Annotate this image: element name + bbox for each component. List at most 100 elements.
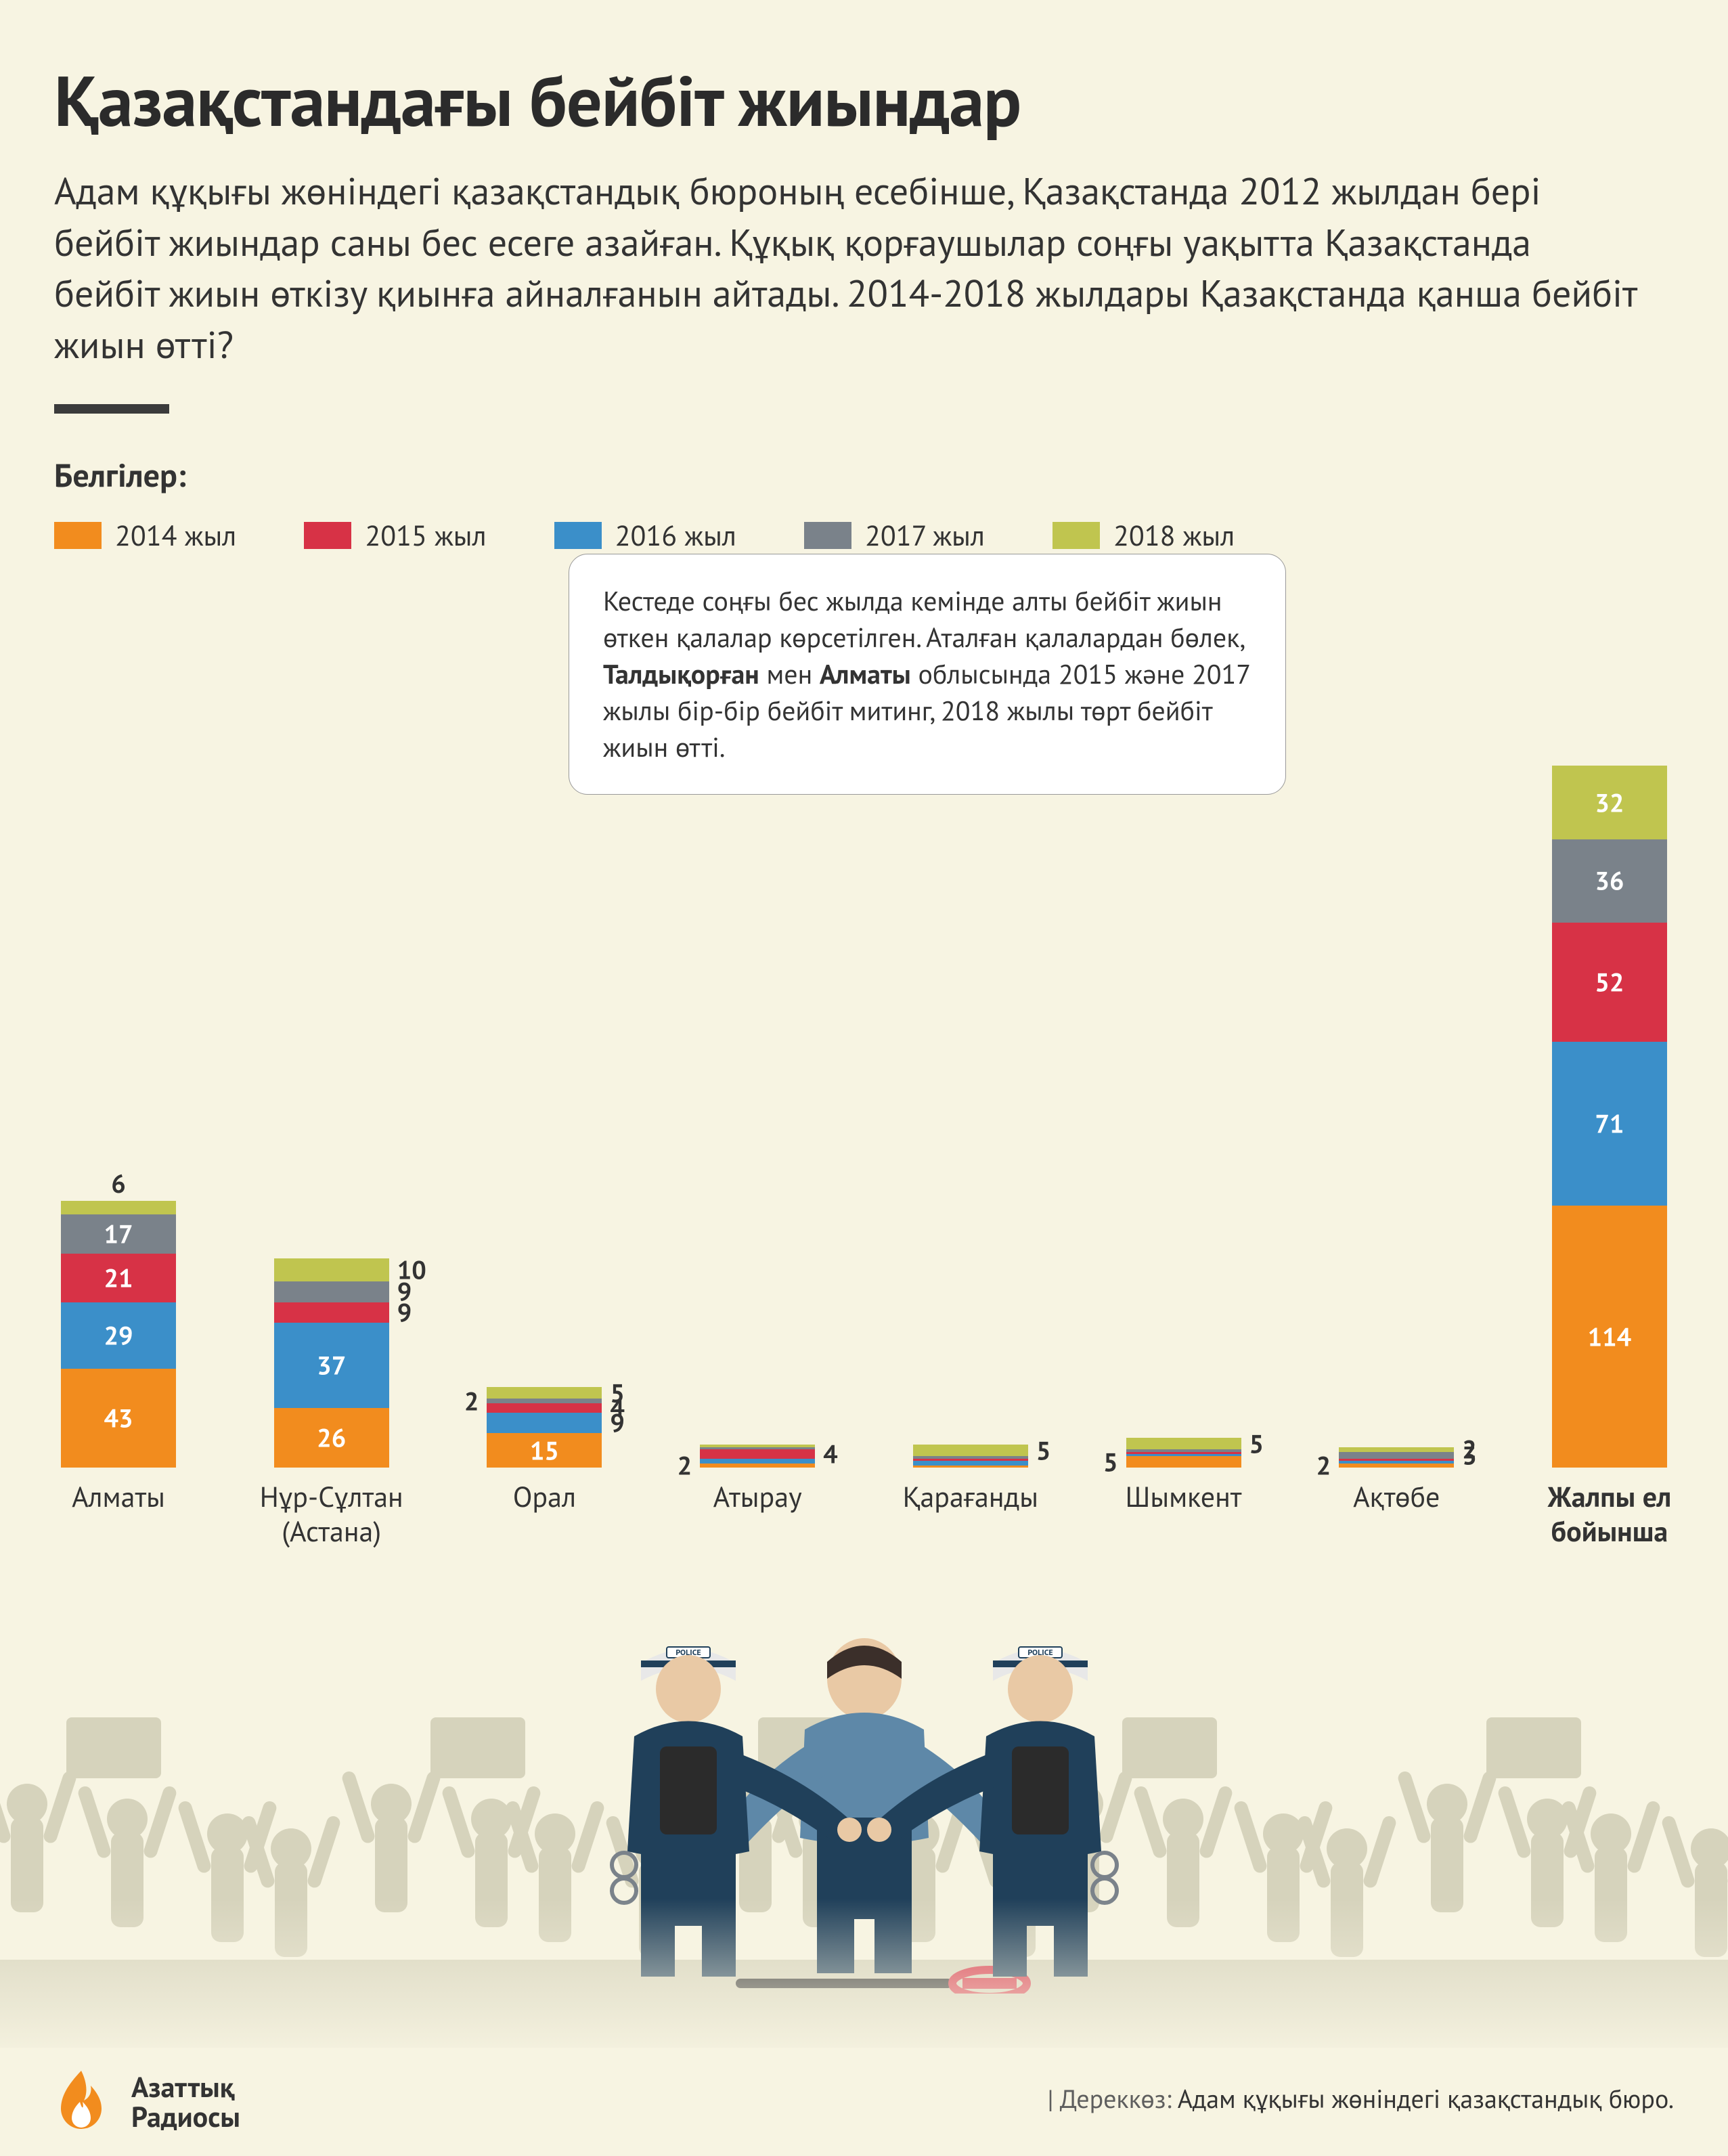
city-column: 159425Орал [487, 1387, 602, 1468]
segment-value: 71 [1552, 1107, 1667, 1141]
segment-value: 36 [1552, 864, 1667, 898]
city-column: 5Қарағанды [913, 1445, 1028, 1468]
city-label: Орал [449, 1480, 639, 1514]
legend-title: Белгілер: [54, 454, 1674, 496]
bar-stack: 24 [700, 1445, 815, 1468]
segment-value: 43 [61, 1402, 176, 1435]
page-subtitle: Адам құқығы жөніндегі қазақстандық бюрон… [54, 166, 1645, 370]
legend-item: 2014 жыл [54, 516, 236, 554]
bar-segment: 9 [274, 1302, 389, 1323]
bar-segment: 5 [487, 1387, 602, 1399]
legend-label: 2016 жыл [615, 516, 736, 554]
city-label: Алматы [24, 1480, 213, 1514]
source-line: | Дереккөз: Адам құқығы жөніндегі қазақс… [1048, 2082, 1674, 2115]
bar-stack: 232 [1339, 1447, 1454, 1468]
bar-segment: 5 [1126, 1438, 1241, 1449]
segment-value: 5 [1028, 1434, 1051, 1467]
bar-segment: 52 [1552, 923, 1667, 1042]
city-column: 55Шымкент [1126, 1438, 1241, 1468]
chart-area: Кестеде соңғы бес жылда кемінде алты бей… [54, 689, 1674, 1569]
city-column: 26379910Нұр-Сұлтан(Астана) [274, 1258, 389, 1468]
segment-value: 5 [602, 1376, 625, 1409]
bar-segment: 6 [61, 1201, 176, 1214]
segment-value: 2 [678, 1449, 701, 1482]
bar-segment [700, 1447, 815, 1449]
segment-value: 2 [1454, 1433, 1477, 1466]
bar-segment: 43 [61, 1369, 176, 1468]
bar-segment: 36 [1552, 839, 1667, 922]
legend-item: 2018 жыл [1053, 516, 1235, 554]
bar-segment: 114 [1552, 1206, 1667, 1468]
bar-segment: 4 [700, 1449, 815, 1459]
city-label: Ақтөбе [1302, 1480, 1491, 1514]
bar-segment: 37 [274, 1323, 389, 1408]
divider [54, 404, 169, 414]
bar-segment [913, 1459, 1028, 1461]
legend-swatch [554, 522, 602, 549]
bar-segment: 2 [700, 1464, 815, 1468]
bar-segment: 9 [274, 1281, 389, 1302]
bar-segment [1126, 1454, 1241, 1456]
bar-segment: 2 [487, 1399, 602, 1403]
segment-value: 15 [487, 1434, 602, 1467]
segment-value: 2 [464, 1384, 487, 1417]
segment-value: 6 [61, 1167, 176, 1200]
stacked-bar-chart: 432921176Алматы26379910Нұр-Сұлтан(Астана… [54, 723, 1674, 1468]
bar-segment [700, 1445, 815, 1447]
bar-segment: 32 [1552, 766, 1667, 839]
segment-value: 29 [61, 1319, 176, 1352]
segment-value: 32 [1552, 786, 1667, 819]
segment-value: 2 [1316, 1449, 1339, 1482]
legend-swatch [1053, 522, 1100, 549]
bar-segment: 3 [1339, 1452, 1454, 1459]
city-label: Жалпы елбойынша [1515, 1480, 1704, 1548]
segment-value: 26 [274, 1422, 389, 1455]
bar-segment [1126, 1449, 1241, 1451]
legend-item: 2016 жыл [554, 516, 736, 554]
bar-stack: 5 [913, 1445, 1028, 1468]
legend-label: 2018 жыл [1113, 516, 1235, 554]
legend-item: 2017 жыл [804, 516, 985, 554]
bar-stack: 159425 [487, 1387, 602, 1468]
city-column: 232Ақтөбе [1339, 1447, 1454, 1468]
flame-icon [47, 2068, 115, 2136]
legend-swatch [304, 522, 351, 549]
bar-segment [700, 1459, 815, 1464]
city-label: Қарағанды [876, 1480, 1065, 1514]
logo-text-2: Радиосы [131, 2102, 240, 2132]
bar-segment [913, 1456, 1028, 1458]
segment-value: 17 [61, 1218, 176, 1251]
bar-segment: 5 [913, 1445, 1028, 1456]
segment-value: 114 [1552, 1320, 1667, 1353]
city-label: Шымкент [1089, 1480, 1279, 1514]
bar-segment: 15 [487, 1433, 602, 1468]
city-label: Нұр-Сұлтан(Астана) [237, 1480, 426, 1548]
bar-segment: 2 [1339, 1464, 1454, 1468]
bar-segment: 4 [487, 1403, 602, 1413]
bar-segment: 17 [61, 1214, 176, 1254]
bar-stack: 55 [1126, 1438, 1241, 1468]
source-text: Адам құқығы жөніндегі қазақстандық бюро. [1178, 2082, 1674, 2115]
bar-stack: 114 71 52 36 32 [1552, 766, 1667, 1468]
segment-value: 4 [815, 1437, 838, 1470]
city-column: 24Атырау [700, 1445, 815, 1468]
segment-value: 5 [1103, 1445, 1126, 1478]
legend-swatch [804, 522, 851, 549]
bar-segment: 9 [487, 1413, 602, 1434]
legend-item: 2015 жыл [304, 516, 486, 554]
bar-segment: 26 [274, 1408, 389, 1468]
bar-stack: 26379910 [274, 1258, 389, 1468]
bar-segment: 2 [1339, 1447, 1454, 1452]
segment-value: 10 [389, 1254, 426, 1287]
legend-label: 2017 жыл [865, 516, 985, 554]
segment-value: 52 [1552, 965, 1667, 998]
segment-value: 5 [1241, 1427, 1264, 1460]
city-column: 11471523632Жалпы елбойынша [1552, 766, 1667, 1468]
bar-stack: 43 29 2117 6 [61, 1201, 176, 1468]
bar-segment: 21 [61, 1254, 176, 1302]
arrest-illustration: POLICE POLICE [560, 1614, 1169, 1994]
footer: Азаттық Радиосы | Дереккөз: Адам құқығы … [0, 2041, 1728, 2156]
bar-segment: 29 [61, 1302, 176, 1369]
city-column: 432921176Алматы [61, 1201, 176, 1468]
bar-segment: 71 [1552, 1042, 1667, 1205]
